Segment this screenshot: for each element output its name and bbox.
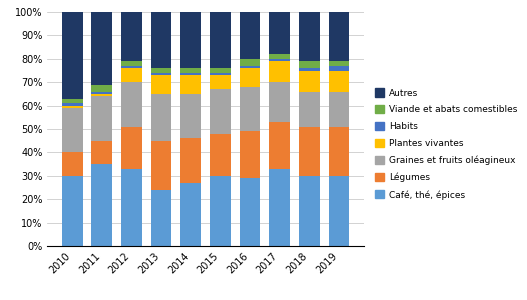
Bar (151, 190, 171, 246)
Bar (299, 12, 319, 61)
Bar (240, 87, 260, 131)
Bar (92, 96, 112, 141)
Bar (92, 85, 112, 92)
Bar (210, 68, 231, 73)
Bar (92, 141, 112, 164)
Bar (180, 68, 201, 73)
Bar (180, 12, 201, 68)
Bar (299, 92, 319, 127)
Bar (240, 66, 260, 68)
Bar (328, 92, 349, 127)
Bar (269, 169, 290, 246)
Bar (62, 106, 83, 108)
Bar (269, 12, 290, 54)
Bar (62, 176, 83, 246)
Bar (151, 75, 171, 94)
Bar (328, 12, 349, 61)
Bar (210, 134, 231, 176)
Bar (240, 59, 260, 66)
Bar (151, 12, 171, 68)
Bar (121, 127, 142, 169)
Bar (210, 176, 231, 246)
Bar (121, 68, 142, 82)
Bar (151, 94, 171, 141)
Bar (240, 131, 260, 178)
Bar (180, 138, 201, 183)
Bar (92, 94, 112, 96)
Bar (62, 99, 83, 103)
Bar (299, 68, 319, 70)
Bar (328, 176, 349, 246)
Bar (210, 73, 231, 75)
Bar (151, 73, 171, 75)
Bar (328, 66, 349, 70)
Bar (269, 61, 290, 82)
Bar (269, 54, 290, 59)
Bar (328, 127, 349, 176)
Bar (121, 61, 142, 66)
Bar (62, 103, 83, 106)
Bar (151, 68, 171, 73)
Bar (210, 89, 231, 134)
Bar (299, 176, 319, 246)
Bar (92, 164, 112, 246)
Bar (92, 12, 112, 85)
Bar (92, 92, 112, 94)
Bar (121, 12, 142, 61)
Bar (299, 61, 319, 68)
Bar (210, 75, 231, 89)
Bar (121, 169, 142, 246)
Bar (151, 141, 171, 190)
Bar (328, 70, 349, 92)
Bar (269, 82, 290, 122)
Bar (62, 152, 83, 176)
Bar (180, 73, 201, 75)
Bar (180, 183, 201, 246)
Bar (121, 82, 142, 127)
Bar (299, 70, 319, 92)
Bar (62, 108, 83, 152)
Bar (62, 12, 83, 99)
Bar (269, 59, 290, 61)
Bar (240, 12, 260, 59)
Legend: Autres, Viande et abats comestibles, Habits, Plantes vivantes, Graines et fruits: Autres, Viande et abats comestibles, Hab… (374, 87, 519, 201)
Bar (299, 127, 319, 176)
Bar (269, 122, 290, 169)
Bar (240, 178, 260, 246)
Bar (121, 66, 142, 68)
Bar (180, 75, 201, 94)
Bar (328, 61, 349, 66)
Bar (210, 12, 231, 68)
Bar (240, 68, 260, 87)
Bar (180, 94, 201, 138)
